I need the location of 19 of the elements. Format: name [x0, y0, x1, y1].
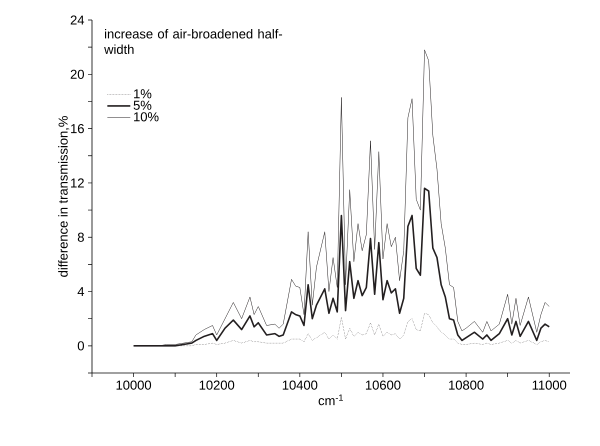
y-tick-label: 24: [70, 15, 84, 25]
x-tick-label: 10000: [116, 380, 152, 390]
y-tick-label: 16: [71, 124, 84, 134]
legend-label: 10%: [134, 112, 159, 122]
legend-label: 1%: [134, 89, 152, 98]
y-tick-label: 4: [78, 287, 84, 296]
x-tick-label: 10200: [200, 380, 234, 390]
x-tick-label: 10400: [282, 380, 318, 390]
y-tick-label: 0: [78, 341, 84, 350]
x-tick-label: 10600: [366, 380, 400, 390]
y-tick-label: 20: [70, 70, 84, 79]
y-tick-label: 12: [71, 178, 84, 188]
y-axis-title: difference in transmission,%: [58, 116, 70, 277]
legend-title: increase of air-broadened half-width: [104, 29, 282, 54]
x-tick-label: 11000: [532, 380, 566, 390]
x-axis-title: cm$^{-1}$: [318, 394, 343, 406]
legend-label: 5%: [134, 100, 152, 110]
x-tick-label: 10800: [449, 380, 484, 390]
y-tick-label: 8: [78, 232, 84, 242]
